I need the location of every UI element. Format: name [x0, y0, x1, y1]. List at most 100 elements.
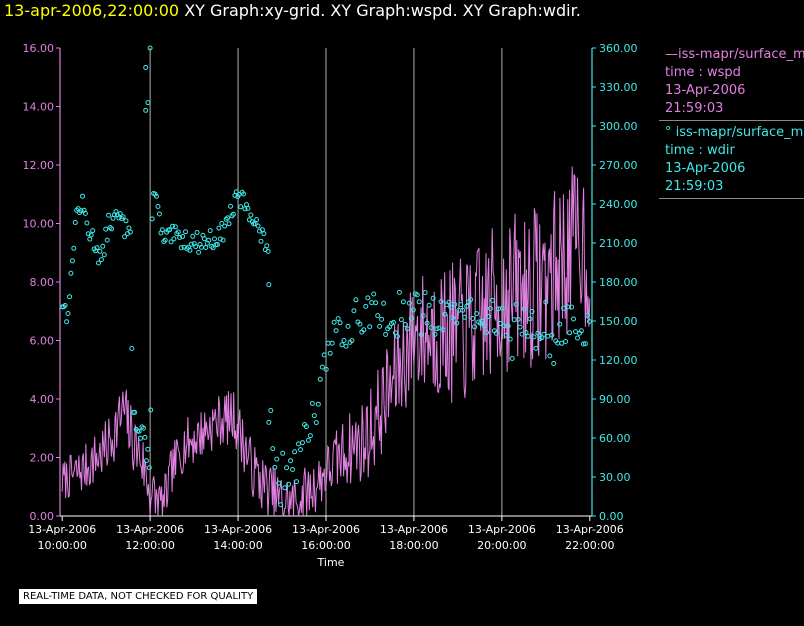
- wdir-point: [143, 107, 149, 113]
- wdir-point: [292, 449, 298, 455]
- y-tick-label: 2.00: [30, 452, 55, 465]
- wdir-point: [452, 301, 458, 307]
- legend-wdir-time: 21:59:03: [665, 179, 724, 194]
- wdir-point: [203, 245, 209, 250]
- wdir-point: [212, 236, 217, 242]
- wdir-point: [402, 322, 408, 327]
- wspd-line: [61, 166, 591, 517]
- legend-wspd-time: 21:59:03: [665, 101, 724, 116]
- wdir-point: [420, 313, 426, 319]
- wdir-point: [241, 191, 247, 197]
- wdir-point: [228, 203, 233, 209]
- wdir-point: [337, 320, 343, 326]
- wdir-point: [486, 314, 491, 319]
- wdir-point: [507, 336, 513, 342]
- wdir-point: [499, 305, 505, 311]
- wdir-point: [369, 300, 375, 306]
- wdir-point: [543, 299, 549, 305]
- wdir-point: [274, 456, 280, 462]
- wdir-point: [345, 323, 351, 329]
- wdir-point: [394, 333, 400, 339]
- y-tick-label: 0.00: [30, 510, 55, 523]
- wdir-point: [505, 323, 511, 329]
- wdir-point: [104, 237, 110, 243]
- wdir-point: [146, 465, 152, 471]
- wdir-point: [196, 249, 202, 255]
- y2-tick-label: 300.00: [599, 120, 638, 133]
- wdir-point: [254, 217, 260, 223]
- wdir-point: [339, 342, 345, 348]
- wdir-point: [225, 215, 231, 221]
- wdir-point: [188, 241, 194, 247]
- wdir-point: [272, 464, 278, 470]
- y-tick-label: 4.00: [30, 393, 55, 406]
- x-tick-label: 16:00:00: [301, 539, 350, 552]
- wdir-point: [98, 257, 104, 263]
- x-tick-label: 10:00:00: [37, 539, 86, 552]
- wdir-point: [497, 321, 503, 326]
- wdir-point: [319, 364, 325, 370]
- wdir-point: [87, 236, 93, 242]
- wdir-point: [266, 419, 272, 425]
- wdir-point: [432, 331, 438, 337]
- wdir-point: [159, 227, 165, 233]
- wdir-point: [288, 458, 294, 464]
- wdir-point: [97, 248, 103, 254]
- wdir-point: [379, 316, 385, 322]
- wdir-point: [64, 319, 70, 325]
- wdir-point: [201, 236, 207, 242]
- wdir-point: [72, 220, 78, 225]
- header-timestamp: 13-apr-2006,22:00:00: [4, 1, 180, 20]
- wdir-point: [557, 321, 563, 327]
- wdir-point: [106, 212, 112, 218]
- wdir-point: [300, 440, 305, 446]
- wdir-point: [317, 376, 323, 382]
- wdir-point: [220, 237, 226, 243]
- wdir-point: [523, 330, 529, 335]
- wdir-point: [84, 220, 90, 226]
- axes: [56, 47, 596, 521]
- wdir-point: [242, 206, 248, 212]
- wdir-point: [351, 308, 357, 314]
- wdir-point: [142, 434, 148, 440]
- wdir-point: [391, 320, 396, 325]
- x-tick-label: 13-Apr-2006: [556, 523, 624, 536]
- wdir-point: [282, 485, 288, 491]
- wdir-point: [298, 447, 303, 453]
- y2-tick-label: 180.00: [599, 276, 638, 289]
- wdir-point: [331, 319, 337, 325]
- y2-tick-label: 30.00: [599, 471, 631, 484]
- wdir-point: [177, 235, 183, 240]
- wdir-point: [183, 229, 188, 235]
- wdir-point: [96, 260, 101, 266]
- wdir-point: [408, 315, 414, 321]
- wdir-point: [551, 361, 557, 366]
- wdir-point: [210, 245, 216, 251]
- legend-wdir-name: ° iss-mapr/surface_m: [665, 125, 804, 140]
- wdir-point: [261, 231, 267, 237]
- wdir-point: [230, 211, 236, 217]
- wdir-point: [155, 204, 161, 209]
- x-tick-label: 13-Apr-2006: [28, 523, 96, 536]
- wdir-point: [78, 208, 84, 214]
- wdir-point: [172, 224, 178, 230]
- wdir-point: [178, 245, 184, 251]
- wdir-point: [406, 300, 412, 306]
- wdir-point: [573, 329, 578, 335]
- wdir-point: [68, 270, 74, 276]
- wdir-point: [472, 324, 478, 330]
- wdir-point: [484, 330, 489, 335]
- wdir-point: [440, 327, 446, 333]
- wdir-point: [533, 345, 539, 351]
- wdir-point: [586, 319, 592, 324]
- wdir-point: [216, 225, 222, 231]
- y2-tick-label: 0.00: [599, 510, 624, 523]
- wdir-point: [214, 242, 220, 247]
- wdir-point: [265, 248, 271, 254]
- wdir-point: [335, 316, 341, 322]
- wdir-point: [357, 321, 363, 327]
- wdir-point: [278, 502, 284, 508]
- wdir-point: [315, 401, 321, 407]
- x-axis-label: Time: [317, 556, 345, 569]
